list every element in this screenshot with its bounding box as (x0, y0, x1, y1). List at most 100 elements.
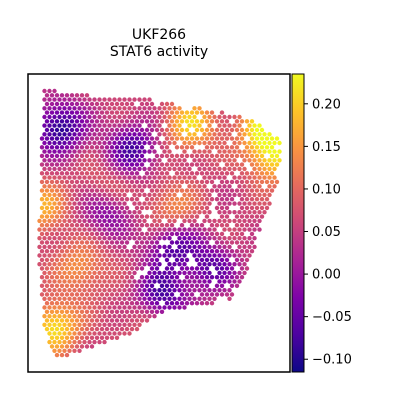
colorbar-tick-label: 0.10 (312, 182, 341, 197)
spot-marker (239, 153, 245, 159)
spot-marker (127, 253, 132, 258)
spot-marker (64, 162, 70, 167)
spot-marker (79, 101, 85, 107)
spot-marker (84, 119, 90, 124)
spot-marker (209, 145, 215, 150)
spot-marker (137, 140, 142, 146)
spot-marker (137, 201, 142, 206)
spot-marker (184, 145, 190, 150)
spot-marker (144, 214, 150, 219)
spot-marker (129, 283, 135, 288)
spot-marker (52, 166, 57, 172)
spot-marker (64, 240, 70, 245)
spot-marker (84, 171, 90, 176)
spot-marker (202, 140, 207, 146)
spot-marker (57, 106, 62, 111)
spot-marker (49, 257, 55, 263)
spot-marker (54, 249, 60, 254)
spot-marker (219, 257, 225, 263)
spot-marker (52, 88, 57, 94)
spot-marker (124, 110, 130, 115)
spot-marker (94, 127, 100, 133)
spot-marker (162, 149, 167, 154)
spot-marker (144, 301, 150, 306)
spot-marker (154, 153, 160, 159)
spot-marker (77, 322, 82, 327)
spot-marker (87, 201, 92, 206)
spot-marker (72, 149, 77, 154)
spot-marker (62, 218, 67, 224)
spot-marker (194, 179, 200, 185)
spot-marker (59, 275, 65, 280)
spot-marker (97, 192, 102, 198)
spot-marker (197, 288, 202, 293)
spot-marker (44, 266, 50, 271)
spot-marker (154, 179, 160, 185)
spot-marker (52, 288, 57, 293)
spot-marker (87, 296, 92, 301)
spot-marker (199, 119, 205, 124)
spot-marker (64, 179, 70, 185)
spot-marker (137, 132, 142, 137)
spot-marker (99, 145, 105, 150)
spot-marker (77, 348, 82, 353)
spot-marker (134, 214, 140, 219)
spot-marker (107, 210, 112, 215)
spot-marker (74, 205, 80, 211)
spot-marker (209, 171, 215, 176)
spot-marker (119, 326, 125, 332)
spot-marker (59, 110, 65, 115)
spot-marker (107, 123, 112, 128)
spot-marker (117, 149, 122, 154)
spot-marker (72, 227, 77, 232)
spot-marker (84, 231, 90, 237)
spot-marker (39, 179, 45, 185)
spot-marker (147, 314, 152, 319)
spot-marker (129, 231, 135, 237)
spot-marker (149, 179, 155, 185)
spot-marker (94, 119, 100, 124)
spot-marker (77, 288, 82, 293)
spot-marker (249, 136, 255, 141)
spot-marker (54, 275, 60, 280)
spot-marker (119, 188, 125, 193)
spot-marker (77, 175, 82, 180)
spot-marker (214, 231, 220, 237)
spot-marker (247, 210, 252, 215)
spot-marker (194, 119, 200, 124)
spot-marker (252, 184, 257, 189)
spot-marker (104, 223, 110, 228)
spot-marker (222, 210, 227, 215)
spot-marker (74, 110, 80, 115)
spot-marker (69, 197, 75, 202)
spot-marker (192, 184, 197, 189)
spot-marker (154, 231, 160, 237)
spot-marker (234, 153, 240, 159)
spot-marker (237, 210, 242, 215)
spot-marker (129, 153, 135, 159)
spot-marker (219, 145, 225, 150)
spot-marker (134, 326, 140, 332)
spot-marker (174, 127, 180, 133)
spot-marker (79, 179, 85, 185)
spot-marker (134, 283, 140, 288)
spot-marker (67, 132, 72, 137)
spot-marker (114, 153, 120, 159)
spot-marker (242, 158, 247, 163)
spot-marker (157, 244, 162, 250)
spot-marker (214, 197, 220, 202)
spot-marker (204, 188, 210, 193)
spot-marker (107, 192, 112, 198)
spot-marker (194, 197, 200, 202)
spot-marker (259, 171, 265, 176)
spot-marker (239, 197, 245, 202)
spot-marker (154, 171, 160, 176)
spot-marker (152, 158, 157, 163)
spot-marker (129, 171, 135, 176)
spot-marker (274, 162, 280, 167)
spot-marker (102, 132, 107, 137)
spot-marker (44, 257, 50, 263)
spot-marker (147, 123, 152, 128)
spot-marker (197, 192, 202, 198)
spot-marker (132, 253, 137, 258)
